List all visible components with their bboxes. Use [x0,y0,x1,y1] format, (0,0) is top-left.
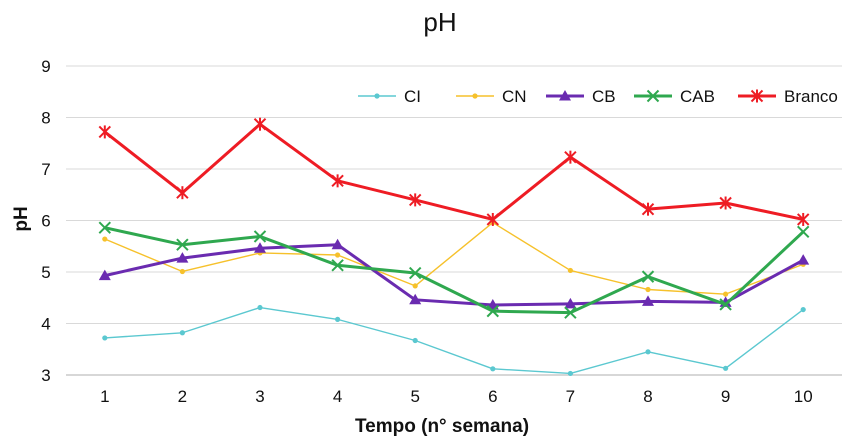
series-line [105,124,803,219]
x-tick-label: 6 [488,387,497,406]
data-point [645,287,650,292]
legend-label: CN [502,87,527,106]
data-point [490,366,495,371]
x-tick-label: 5 [410,387,419,406]
series-lines [99,118,809,376]
x-tick-label: 10 [794,387,813,406]
y-axis-title: pH [11,206,32,231]
series-branco [99,118,808,226]
legend-item-ci: CI [358,87,421,106]
data-point [257,305,262,310]
y-tick-label: 8 [41,109,50,128]
legend-label: CI [404,87,421,106]
legend-label: CAB [680,87,715,106]
data-point [99,125,110,138]
data-point [374,93,379,98]
data-point [413,283,418,288]
legend-item-cb: CB [546,87,616,106]
x-tick-label: 9 [721,387,730,406]
x-axis-title: Tempo (n° semana) [355,416,529,437]
data-point [180,269,185,274]
series-cn [102,220,806,297]
y-axis-ticks: 3 4 5 6 7 8 9 [41,57,50,385]
y-tick-label: 3 [41,366,50,385]
data-point [102,236,107,241]
data-point [801,307,806,312]
data-point [568,371,573,376]
data-point [180,330,185,335]
legend-item-cn: CN [456,87,527,106]
y-tick-label: 9 [41,57,50,76]
data-point [102,335,107,340]
data-point [335,252,340,257]
data-point [798,226,809,237]
x-tick-label: 1 [100,387,109,406]
data-point [797,254,809,265]
legend-label: Branco [784,87,838,106]
data-point [723,366,728,371]
legend-label: CB [592,87,616,106]
series-cb [99,239,809,310]
data-point [413,338,418,343]
data-point [177,186,188,199]
series-line [105,308,803,374]
x-tick-label: 3 [255,387,264,406]
legend-item-branco: Branco [738,87,838,106]
y-tick-label: 5 [41,263,50,282]
data-point [335,317,340,322]
legend: CI CN CB CAB Branco [358,87,838,106]
y-tick-label: 4 [41,315,50,334]
chart-title: pH [423,7,456,37]
x-tick-label: 8 [643,387,652,406]
series-line [105,223,803,295]
x-tick-label: 2 [178,387,187,406]
series-ci [102,305,806,376]
data-point [568,268,573,273]
y-tick-label: 7 [41,160,50,179]
data-point [472,93,477,98]
legend-item-cab: CAB [634,87,715,106]
x-tick-label: 7 [566,387,575,406]
y-tick-label: 6 [41,212,50,231]
x-axis-ticks: 1 2 3 4 5 6 7 8 9 10 [100,387,813,406]
series-line [105,228,803,313]
data-point [565,151,576,164]
data-point [645,349,650,354]
data-point [723,292,728,297]
data-point [255,118,266,131]
x-tick-label: 4 [333,387,342,406]
